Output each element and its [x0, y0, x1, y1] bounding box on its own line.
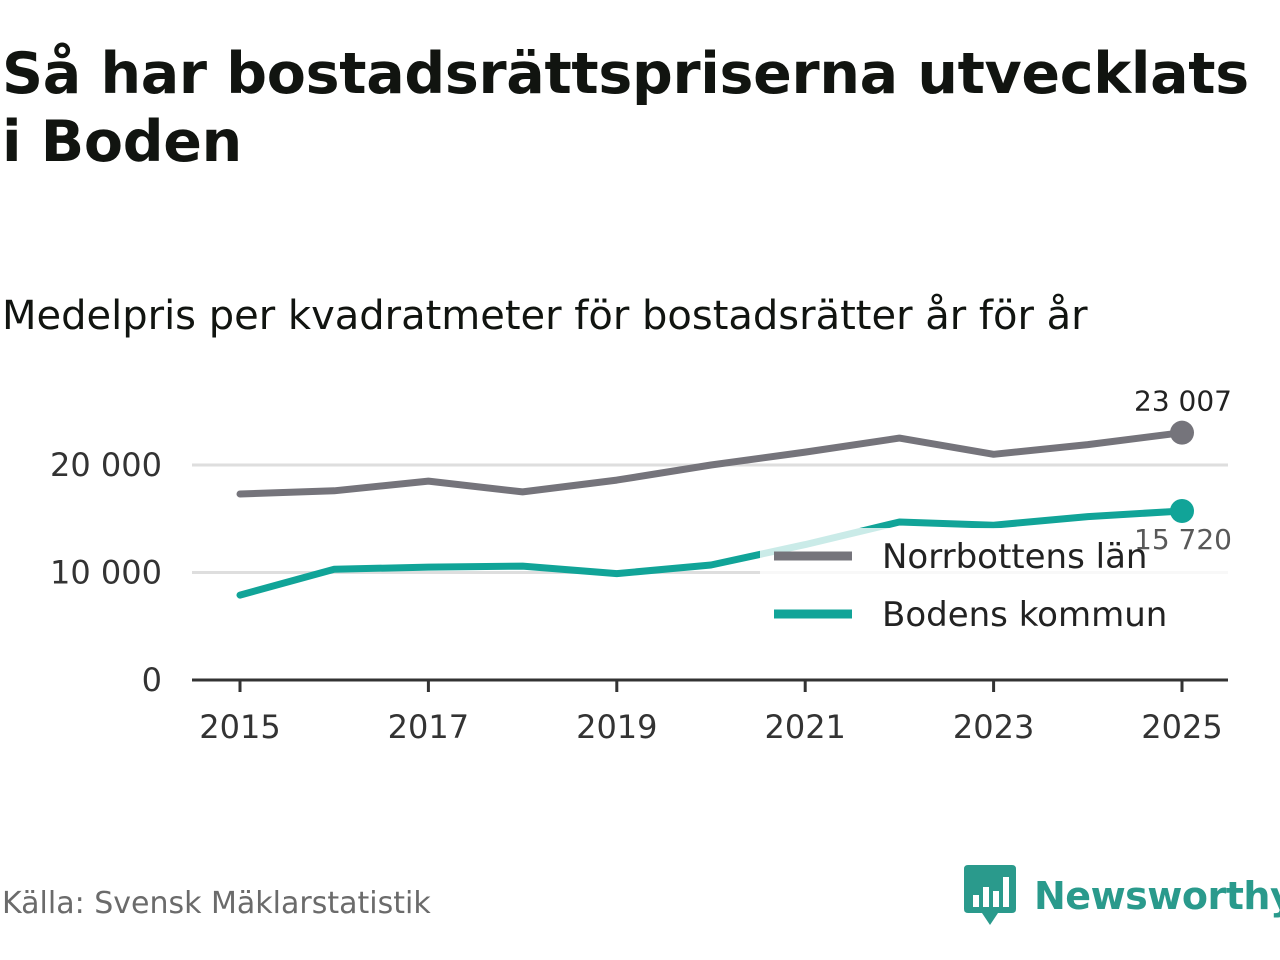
end-value-label: 15 720	[1134, 523, 1232, 556]
y-tick-label: 0	[142, 661, 162, 699]
newsworthy-logo-icon	[964, 865, 1016, 925]
end-point-marker	[1170, 420, 1194, 445]
legend-label: Bodens kommun	[882, 595, 1167, 635]
series-line-norrbottens-lan	[236, 429, 1186, 498]
brand-name: Newsworthy	[1034, 874, 1280, 918]
y-tick-label: 10 000	[50, 554, 162, 592]
x-tick-label: 2023	[953, 708, 1034, 746]
legend-label: Norrbottens län	[882, 537, 1147, 577]
line-chart: 0 10 000 20 000 2015 2017 2019 2021 2023 2025 Nor…	[50, 385, 1232, 746]
x-tick-label: 2025	[1141, 708, 1222, 746]
x-tick-label: 2017	[388, 708, 469, 746]
end-point-marker	[1170, 499, 1194, 524]
x-tick-label: 2021	[764, 708, 845, 746]
x-tick-label: 2015	[199, 708, 280, 746]
x-tick-label: 2019	[576, 708, 657, 746]
brand-logo: Newsworthy	[964, 864, 1280, 928]
legend-backdrop	[760, 528, 1230, 648]
source-note: Källa: Svensk Mäklarstatistik	[2, 886, 431, 921]
chart-title: Så har bostadsrättspriserna utvecklats i…	[2, 41, 1249, 175]
end-value-label: 23 007	[1134, 385, 1232, 418]
chart-subtitle: Medelpris per kvadratmeter för bostadsrä…	[2, 293, 1088, 339]
series-line-bodens-kommun	[236, 507, 1186, 599]
y-tick-label: 20 000	[50, 446, 162, 484]
